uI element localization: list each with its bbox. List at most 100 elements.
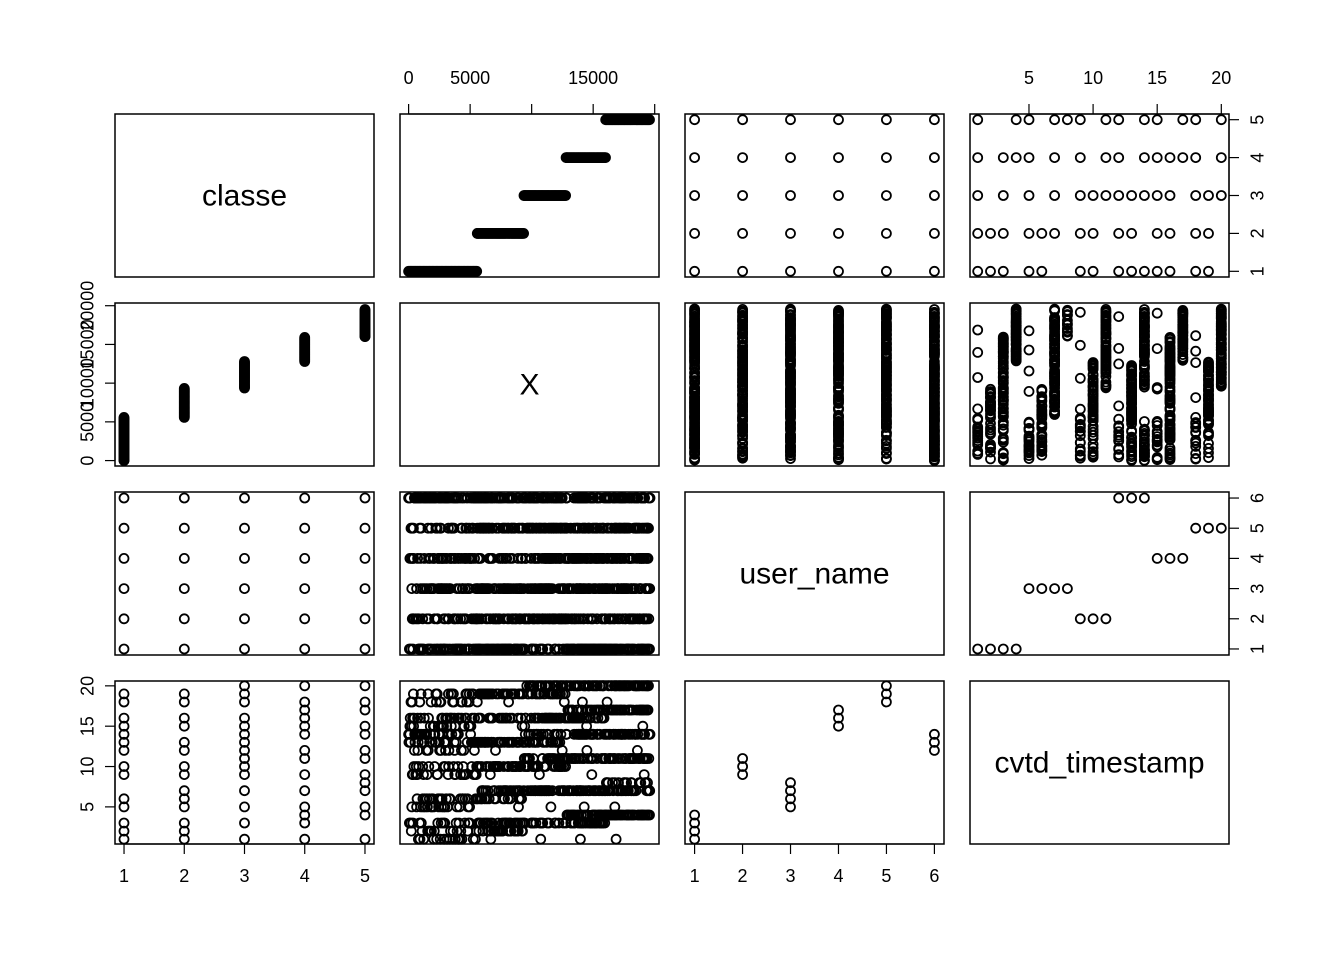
y-axis-classe: 1 2 3 4 5 bbox=[1228, 115, 1267, 276]
data-point bbox=[439, 817, 451, 829]
data-point bbox=[581, 745, 593, 756]
data-point bbox=[239, 720, 250, 732]
points-X-vs-cvtd_timestamp bbox=[972, 303, 1227, 467]
data-point bbox=[689, 303, 700, 315]
data-point bbox=[449, 492, 460, 504]
data-point bbox=[239, 753, 250, 764]
data-point bbox=[560, 190, 571, 201]
x-axis-cvtd_timestamp: 5 10 15 20 bbox=[1024, 68, 1231, 115]
data-point bbox=[1203, 265, 1214, 277]
data-point bbox=[178, 522, 190, 534]
data-point bbox=[1190, 452, 1202, 464]
data-point bbox=[644, 492, 656, 504]
data-point bbox=[610, 833, 622, 845]
data-point bbox=[543, 643, 555, 655]
data-point bbox=[601, 522, 613, 534]
data-point bbox=[407, 522, 419, 534]
data-point bbox=[1190, 357, 1202, 369]
tick-label: 20000 bbox=[77, 281, 97, 331]
panel-cvtd_timestamp-vs-cvtd_timestamp: cvtd_timestamp bbox=[969, 680, 1230, 845]
data-point bbox=[1190, 265, 1202, 277]
data-point bbox=[785, 152, 796, 164]
data-point bbox=[644, 114, 655, 126]
data-point bbox=[239, 833, 250, 845]
data-point bbox=[1164, 331, 1176, 343]
data-point bbox=[1113, 449, 1125, 461]
data-point bbox=[689, 817, 700, 829]
data-point bbox=[1049, 583, 1060, 594]
data-point bbox=[833, 190, 844, 201]
data-point bbox=[178, 785, 190, 797]
points-cvtd_timestamp-vs-classe bbox=[118, 680, 371, 845]
data-point bbox=[438, 553, 449, 564]
data-point bbox=[737, 152, 748, 164]
data-point bbox=[1100, 190, 1112, 201]
data-point bbox=[545, 801, 557, 813]
data-point bbox=[1215, 114, 1227, 126]
data-point bbox=[239, 817, 250, 829]
data-point bbox=[118, 688, 130, 700]
data-point bbox=[833, 712, 844, 724]
data-point bbox=[588, 492, 599, 504]
data-point bbox=[1126, 190, 1137, 201]
data-point bbox=[997, 152, 1009, 164]
data-point bbox=[1074, 443, 1086, 455]
data-point bbox=[929, 304, 940, 315]
data-point bbox=[550, 817, 561, 829]
data-point bbox=[1113, 426, 1125, 438]
data-point bbox=[1151, 382, 1163, 393]
data-point bbox=[299, 720, 311, 732]
data-point bbox=[178, 769, 190, 780]
tick-label: 3 bbox=[1247, 584, 1267, 594]
data-point bbox=[503, 696, 515, 708]
data-point bbox=[239, 356, 250, 367]
tick-label: 5000 bbox=[77, 402, 97, 442]
data-point bbox=[178, 801, 190, 813]
data-point bbox=[178, 720, 190, 732]
data-point bbox=[1023, 422, 1035, 434]
data-point bbox=[1074, 339, 1086, 351]
data-point bbox=[359, 745, 371, 756]
points-classe-vs-X bbox=[403, 114, 655, 277]
data-point bbox=[1151, 227, 1163, 239]
data-point bbox=[588, 728, 599, 740]
data-point bbox=[985, 265, 996, 277]
data-point bbox=[929, 114, 940, 126]
data-point bbox=[833, 704, 844, 716]
data-point bbox=[785, 344, 796, 356]
data-point bbox=[997, 331, 1009, 343]
tick-label: 2 bbox=[738, 866, 748, 886]
variable-label-cvtd_timestamp: cvtd_timestamp bbox=[994, 747, 1204, 780]
tick-label: 4 bbox=[300, 866, 310, 886]
data-point bbox=[1113, 152, 1125, 164]
points-user_name-vs-classe bbox=[118, 492, 371, 655]
panel-frame bbox=[114, 491, 375, 656]
data-point bbox=[359, 492, 371, 504]
data-point bbox=[1087, 446, 1099, 458]
data-point bbox=[299, 728, 311, 740]
data-point bbox=[359, 522, 371, 534]
data-point bbox=[1126, 431, 1137, 443]
data-point bbox=[359, 720, 371, 732]
data-point bbox=[737, 761, 748, 772]
data-point bbox=[785, 303, 796, 315]
data-point bbox=[485, 833, 497, 845]
data-point bbox=[1062, 114, 1073, 126]
data-point bbox=[1113, 227, 1125, 239]
data-point bbox=[1215, 152, 1227, 164]
data-point bbox=[997, 227, 1009, 239]
data-point bbox=[431, 833, 443, 845]
data-point bbox=[1139, 190, 1150, 201]
data-point bbox=[997, 447, 1009, 459]
data-point bbox=[642, 704, 654, 716]
data-point bbox=[490, 745, 501, 756]
data-point bbox=[1215, 190, 1227, 201]
tick-label: 1 bbox=[119, 866, 129, 886]
data-point bbox=[632, 492, 643, 504]
data-point bbox=[178, 382, 190, 394]
data-point bbox=[1100, 303, 1112, 315]
data-point bbox=[1036, 227, 1048, 239]
data-point bbox=[359, 753, 371, 764]
points-cvtd_timestamp-vs-user_name bbox=[689, 680, 940, 845]
data-point bbox=[737, 372, 748, 384]
